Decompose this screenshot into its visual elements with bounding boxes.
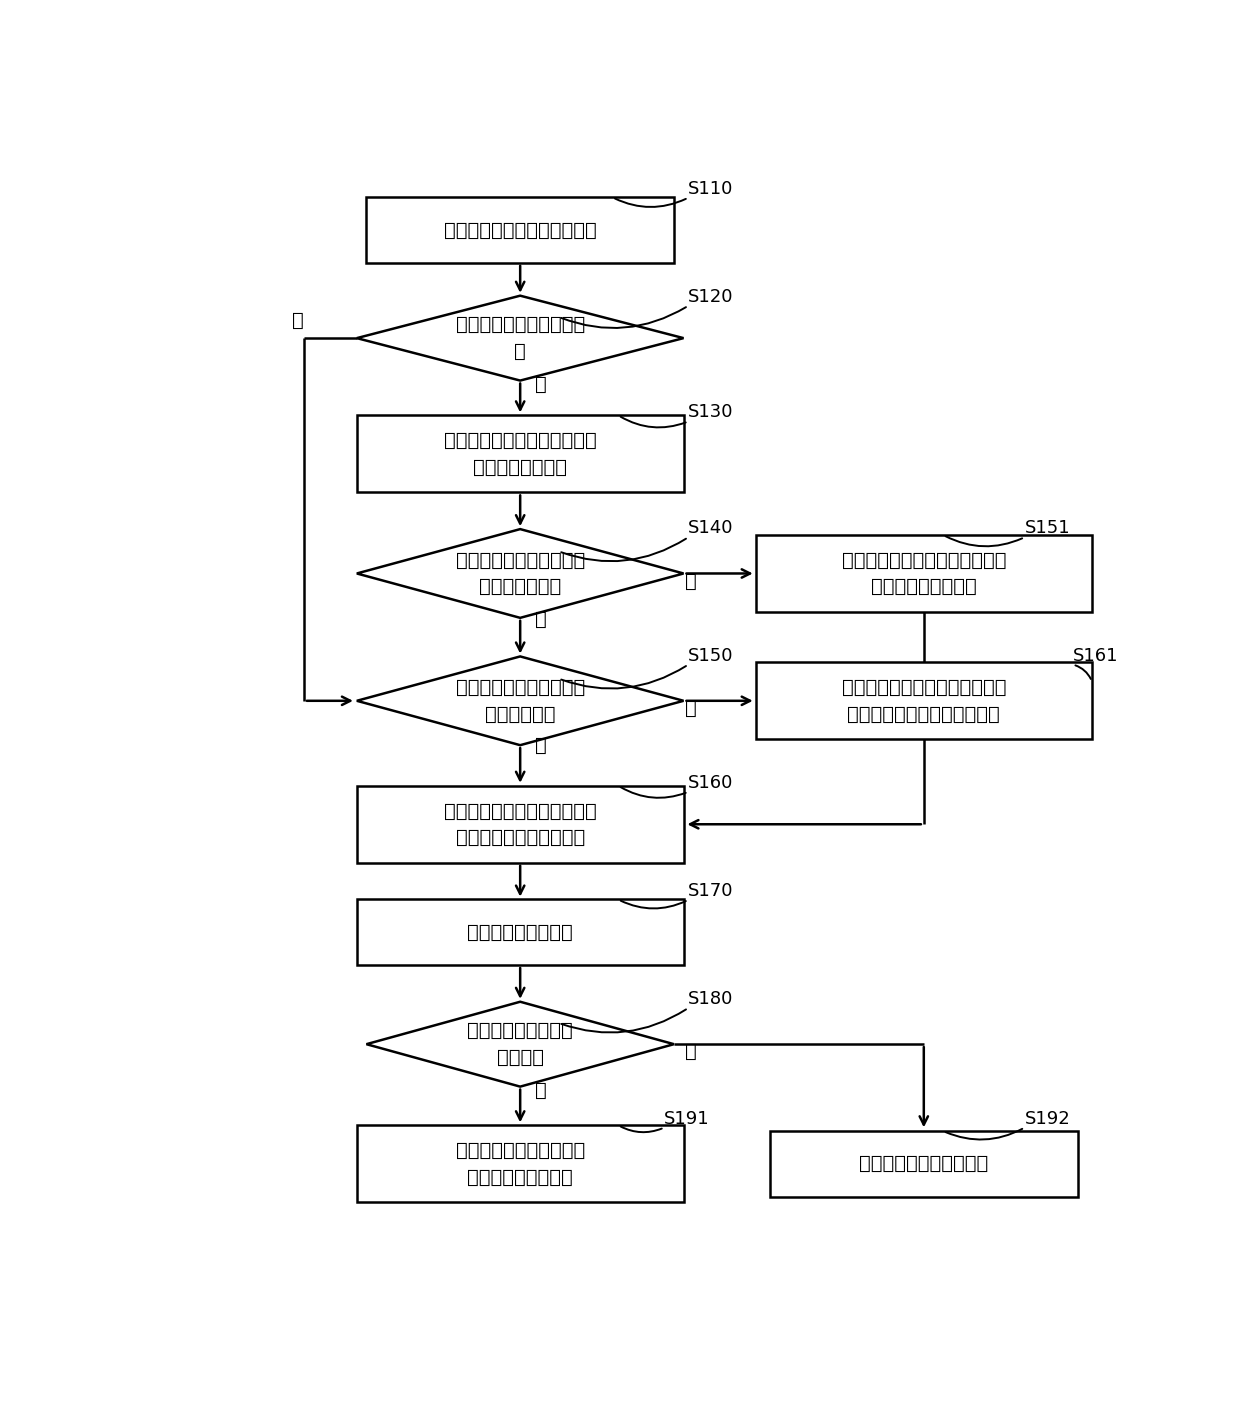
Text: 是: 是 [534,737,547,755]
Text: S170: S170 [688,882,734,899]
Text: S191: S191 [665,1110,711,1128]
Text: 是: 是 [534,375,547,394]
Text: S161: S161 [1073,647,1118,665]
Text: S151: S151 [1024,519,1070,537]
Text: 选择充电次数最多的空闲充电设
备作为推荐充电设备: 选择充电次数最多的空闲充电设 备作为推荐充电设备 [842,551,1006,596]
FancyBboxPatch shape [357,899,683,965]
Text: S140: S140 [688,519,734,537]
Text: S192: S192 [1024,1110,1070,1128]
Text: S110: S110 [688,180,734,198]
FancyBboxPatch shape [357,415,683,492]
Text: 否: 否 [686,699,697,718]
Polygon shape [357,657,683,745]
FancyBboxPatch shape [357,786,683,863]
Text: S180: S180 [688,991,734,1007]
Text: 选择充电功率最高的空闲充电
设备作为推荐的充电设备: 选择充电功率最高的空闲充电 设备作为推荐的充电设备 [444,801,596,847]
Text: 判断充电发起时间是否位
于预设时段内: 判断充电发起时间是否位 于预设时段内 [455,678,585,724]
Text: 是: 是 [686,571,697,591]
Text: 否: 否 [686,1042,697,1062]
Polygon shape [357,296,683,380]
FancyBboxPatch shape [357,1125,683,1202]
Polygon shape [367,1002,675,1086]
Polygon shape [357,529,683,617]
FancyBboxPatch shape [770,1131,1078,1197]
Text: 发送推荐的充电设备: 发送推荐的充电设备 [467,923,573,941]
Text: 获取车辆信息和充电发起时间: 获取车辆信息和充电发起时间 [444,220,596,240]
Text: 查询所述充电记录中的待选充
电设备的状态信息: 查询所述充电记录中的待选充 电设备的状态信息 [444,431,596,477]
FancyBboxPatch shape [367,198,675,262]
Text: 判断是否存在车辆充电记
录: 判断是否存在车辆充电记 录 [455,316,585,361]
FancyBboxPatch shape [755,535,1092,612]
FancyBboxPatch shape [755,662,1092,739]
Text: S130: S130 [688,404,734,421]
Text: S150: S150 [688,647,734,665]
Text: 发起所述车辆至所述推荐
的充电设备充电导航: 发起所述车辆至所述推荐 的充电设备充电导航 [455,1141,585,1187]
Text: 否: 否 [534,610,547,630]
Text: S120: S120 [688,288,734,306]
Text: 否: 否 [293,311,304,330]
Text: 发送所有的空闲充电设备: 发送所有的空闲充电设备 [859,1155,988,1173]
Text: 判断是否选择推荐的
充电设备: 判断是否选择推荐的 充电设备 [467,1021,573,1066]
Text: 是: 是 [534,1080,547,1100]
Text: S160: S160 [688,774,734,791]
Text: 选择与所述车辆距离最近的空闲
充电设备作为推荐的充电设备: 选择与所述车辆距离最近的空闲 充电设备作为推荐的充电设备 [842,678,1006,724]
Text: 判断所述待选充电设备是
否处于空闲状态: 判断所述待选充电设备是 否处于空闲状态 [455,551,585,596]
